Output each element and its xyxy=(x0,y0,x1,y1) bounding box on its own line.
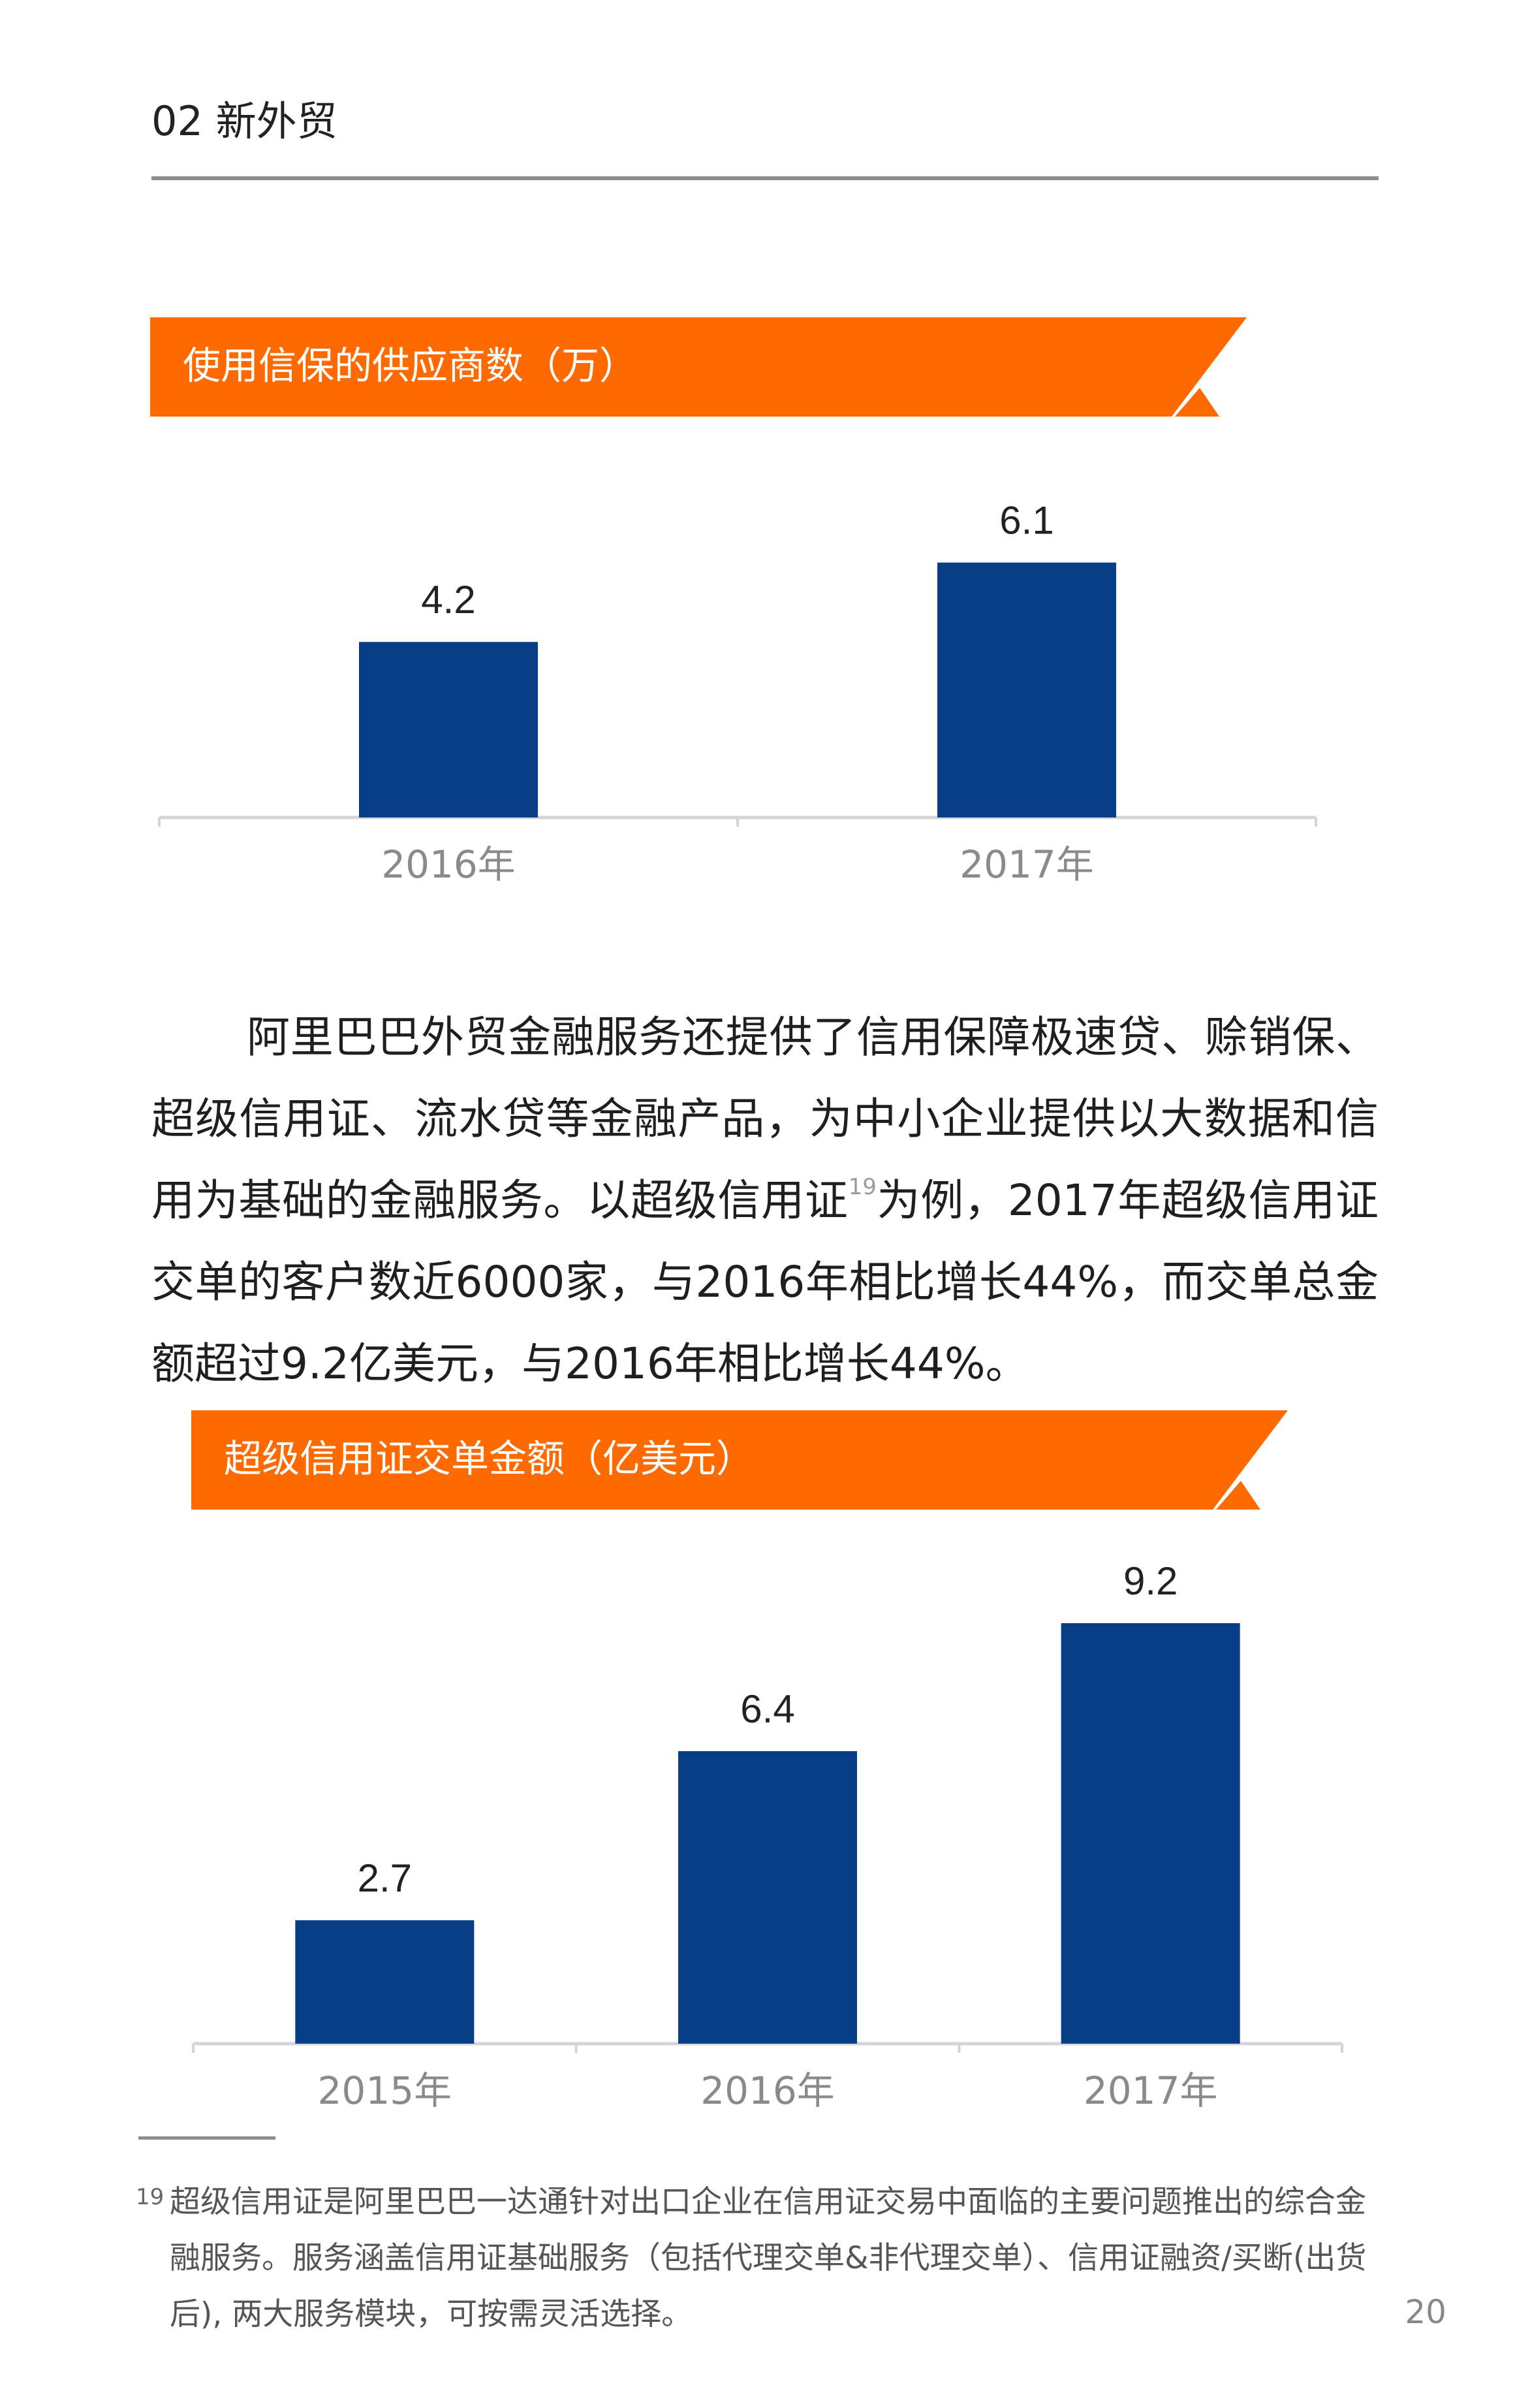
bar-2017年 xyxy=(1061,1623,1240,2044)
bar-2016年 xyxy=(678,1751,857,2044)
footnote-reference[interactable]: 19 xyxy=(848,1174,877,1200)
chart-1-banner: 使用信保的供应商数（万） xyxy=(150,317,1247,417)
data-label: 6.1 xyxy=(999,499,1054,543)
footnote-text: 超级信用证是阿里巴巴一达通针对出口企业在信用证交易中面临的主要问题推出的综合金融… xyxy=(170,2184,1367,2332)
data-label: 4.2 xyxy=(421,578,475,622)
x-tick-label: 2016年 xyxy=(381,842,516,887)
bar-2016年 xyxy=(359,642,538,817)
bar-2017年 xyxy=(937,562,1116,817)
data-label: 9.2 xyxy=(1123,1559,1178,1603)
x-tick-label: 2017年 xyxy=(1084,2068,1218,2113)
banner-shape-1 xyxy=(150,317,1247,417)
footnote: 19 超级信用证是阿里巴巴一达通针对出口企业在信用证交易中面临的主要问题推出的综… xyxy=(136,2174,1384,2343)
page-number: 20 xyxy=(1405,2293,1446,2331)
x-tick-label: 2017年 xyxy=(960,842,1094,887)
chart-2-title: 超级信用证交单金额（亿美元） xyxy=(224,1436,755,1481)
chart-2-svg: 2.7 2015年 6.4 2016年 9.2 2017年 xyxy=(192,1559,1343,2113)
body-paragraph: 阿里巴巴外贸金融服务还提供了信用保障极速贷、赊销保、超级信用证、流水贷等金融产品… xyxy=(151,996,1379,1404)
data-label: 2.7 xyxy=(358,1856,412,1900)
chart-1: 4.2 2016年 6.1 2017年 xyxy=(150,457,1325,901)
section-header: 02 新外贸 xyxy=(151,97,337,145)
chart-1-svg: 4.2 2016年 6.1 2017年 xyxy=(158,499,1317,887)
data-label: 6.4 xyxy=(740,1687,794,1731)
bar-2015年 xyxy=(295,1920,475,2044)
banner-shape-2 xyxy=(191,1410,1288,1510)
chart-2-banner: 超级信用证交单金额（亿美元） xyxy=(191,1410,1288,1510)
footnote-number: 19 xyxy=(136,2184,164,2210)
banner-triangle-1 xyxy=(1175,388,1219,417)
banner-triangle-2 xyxy=(1216,1481,1260,1510)
header-divider xyxy=(151,176,1379,180)
paragraph-text-1: 阿里巴巴外贸金融服务还提供了信用保障极速贷、赊销保、超级信用证、流水贷等金融产品… xyxy=(151,1012,1379,1226)
x-tick-label: 2016年 xyxy=(700,2068,835,2113)
chart-1-title: 使用信保的供应商数（万） xyxy=(183,343,638,388)
x-tick-label: 2015年 xyxy=(318,2068,452,2113)
footnote-divider xyxy=(138,2136,275,2140)
chart-2: 2.7 2015年 6.4 2016年 9.2 2017年 xyxy=(189,1541,1364,2129)
paragraph-text-2: 为例，2017年超级信用证交单的客户数近6000家，与2016年相比增长44%，… xyxy=(151,1175,1379,1389)
